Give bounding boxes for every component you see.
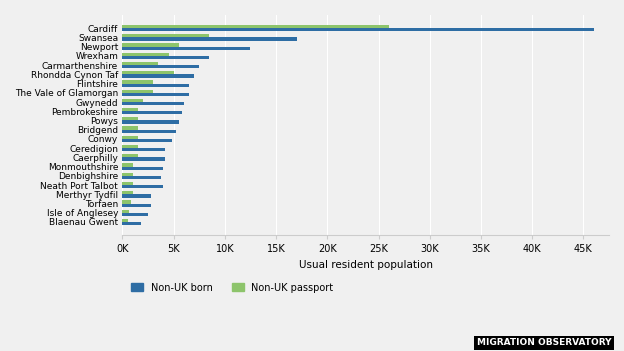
Bar [122,176,162,179]
Bar [122,154,138,157]
Bar [122,204,151,207]
Bar [122,25,389,28]
Bar [122,99,143,102]
Bar [122,102,184,105]
Bar [122,90,153,93]
Bar [122,28,593,32]
Bar [122,111,182,114]
Bar [122,126,138,130]
Bar [122,130,176,133]
Bar [122,38,296,41]
Bar [122,173,133,176]
Bar [122,139,172,142]
Bar [122,84,189,87]
Bar [122,34,210,38]
Text: MIGRATION OBSERVATORY: MIGRATION OBSERVATORY [477,338,612,347]
Legend: Non-UK born, Non-UK passport: Non-UK born, Non-UK passport [127,279,338,296]
Bar [122,120,178,124]
Bar [122,93,189,96]
Bar [122,44,178,47]
Bar [122,56,210,59]
Bar [122,108,138,111]
Bar [122,80,153,84]
Bar [122,222,141,225]
Bar [122,62,158,65]
Bar [122,219,127,222]
Bar [122,167,163,170]
Bar [122,117,138,120]
Bar [122,65,199,68]
Bar [122,182,133,185]
Bar [122,148,165,151]
X-axis label: Usual resident population: Usual resident population [299,260,432,270]
Bar [122,194,151,198]
Bar [122,157,165,161]
Bar [122,191,133,194]
Bar [122,213,148,216]
Bar [122,200,130,204]
Bar [122,74,194,78]
Bar [122,210,129,213]
Bar [122,145,138,148]
Bar [122,47,250,50]
Bar [122,53,168,56]
Bar [122,71,173,74]
Bar [122,136,138,139]
Bar [122,163,133,167]
Bar [122,185,163,188]
